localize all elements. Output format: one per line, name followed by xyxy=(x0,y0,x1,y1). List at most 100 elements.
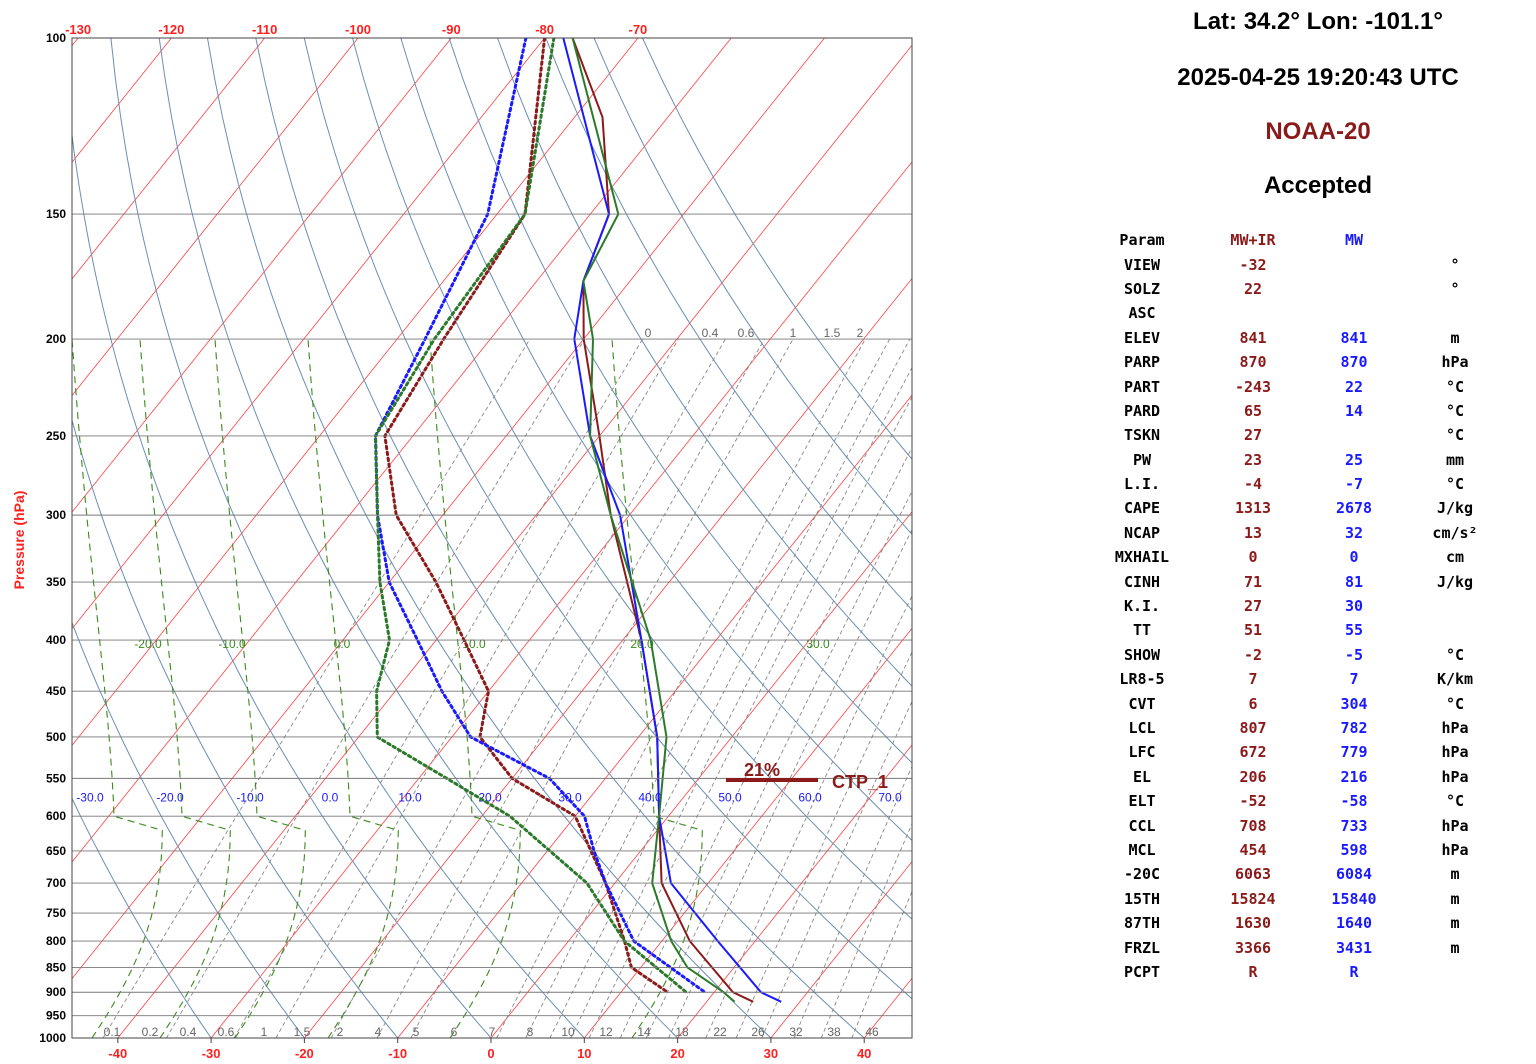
param-unit: m xyxy=(1450,865,1460,884)
parameter-table-header: Param MW+IR MW xyxy=(1100,228,1524,252)
chart-axes: 1001502002503003504004505005506006507007… xyxy=(11,22,913,1061)
top-temp-tick-label: -70 xyxy=(629,22,648,37)
param-unit: °C xyxy=(1445,377,1465,396)
dry-adiabat-line xyxy=(303,38,912,1000)
param-unit: m xyxy=(1450,914,1460,933)
mixing-ratio-label: 1.5 xyxy=(824,326,841,340)
parameter-table: Param MW+IR MW VIEW -32 ° SOLZ 22 ° ASC ELEV 841… xyxy=(1100,228,1524,984)
param-name: ASC xyxy=(1128,304,1156,323)
top-temp-tick-label: -110 xyxy=(252,22,277,37)
table-row: CCL 708 733 hPa xyxy=(1100,813,1524,837)
isotherm-line xyxy=(397,394,912,1038)
dry-adiabat-line xyxy=(497,38,912,687)
plot-frame xyxy=(71,37,913,1039)
param-name: CAPE xyxy=(1123,499,1161,518)
mwir-value: 672 xyxy=(1239,743,1267,762)
isotherm-line xyxy=(72,38,639,747)
mixing-ratio-label: 10 xyxy=(561,1025,575,1039)
param-name: CINH xyxy=(1123,572,1161,591)
param-name: PW xyxy=(1132,450,1152,469)
table-row: LR8-5 7 7 K/km xyxy=(1100,667,1524,691)
mixing-ratio-line xyxy=(570,366,912,1038)
mixing-ratio-label: 0.4 xyxy=(180,1025,197,1039)
isotherm-line xyxy=(304,277,912,1038)
mixing-ratio-label: 4 xyxy=(375,1025,382,1039)
pressure-tick-label: 900 xyxy=(46,985,66,999)
mixing-ratio-label: 2 xyxy=(337,1025,344,1039)
param-name: CCL xyxy=(1128,816,1156,835)
pressure-tick-label: 1000 xyxy=(39,1031,66,1045)
moist-adiabat-line xyxy=(214,338,306,1038)
satellite-name: NOAA-20 xyxy=(1265,118,1371,145)
chart-series xyxy=(373,38,782,1003)
mwir-value: 206 xyxy=(1239,767,1267,786)
mixing-ratio-line xyxy=(645,490,912,1038)
moist-adiabat-line xyxy=(139,338,231,1038)
pressure-tick-label: 350 xyxy=(46,575,66,589)
table-row: TSKN 27 °C xyxy=(1100,423,1524,447)
table-row: EL 206 216 hPa xyxy=(1100,765,1524,789)
moist-adiabat-line xyxy=(307,338,399,1038)
param-name: ELEV xyxy=(1123,328,1161,347)
mixing-ratio-label: 8 xyxy=(527,1025,534,1039)
mw-value: 30 xyxy=(1344,597,1364,616)
param-name: VIEW xyxy=(1123,255,1161,274)
param-unit: J/kg xyxy=(1436,499,1474,518)
param-name: MXHAIL xyxy=(1114,548,1170,567)
mixing-ratio-line xyxy=(735,651,912,1038)
mixing-ratio-label: 18 xyxy=(675,1025,689,1039)
param-unit: hPa xyxy=(1441,816,1469,835)
mw-value: 6084 xyxy=(1335,865,1373,884)
dry-adiabat-line xyxy=(400,38,912,842)
pressure-tick-label: 250 xyxy=(46,429,66,443)
theta-label: 20.0 xyxy=(478,790,502,804)
isotherm-line xyxy=(770,860,912,1038)
mwir-value: 51 xyxy=(1243,621,1263,640)
table-row: LFC 672 779 hPa xyxy=(1100,740,1524,764)
mw-value: 870 xyxy=(1340,353,1368,372)
isotherm-line xyxy=(490,511,912,1038)
mw-value: 733 xyxy=(1340,816,1368,835)
param-unit: m xyxy=(1450,938,1460,957)
mw-value xyxy=(1322,423,1386,447)
isotherm-line xyxy=(583,627,912,1038)
table-row: MCL 454 598 hPa xyxy=(1100,838,1524,862)
pressure-tick-label: 450 xyxy=(46,684,66,698)
dry-adiabat-line xyxy=(352,38,912,920)
mw-value: -7 xyxy=(1344,475,1364,494)
table-row: CINH 71 81 J/kg xyxy=(1100,569,1524,593)
param-name: -20C xyxy=(1123,865,1161,884)
isotherm-line xyxy=(863,977,912,1038)
theta-e-label: 10.0 xyxy=(462,637,486,651)
mixing-ratio-line xyxy=(851,890,912,1038)
table-row: CAPE 1313 2678 J/kg xyxy=(1100,496,1524,520)
temp-tick-label: -10 xyxy=(388,1046,407,1061)
param-name: SHOW xyxy=(1123,645,1161,664)
param-unit: °C xyxy=(1445,401,1465,420)
temp-tick-label: -40 xyxy=(108,1046,127,1061)
temp-tick-label: -20 xyxy=(295,1046,314,1061)
mw-value: 14 xyxy=(1344,401,1364,420)
mixing-ratio-line xyxy=(793,765,912,1038)
mwir-value: 0 xyxy=(1248,548,1258,567)
mixing-ratio-label: 26 xyxy=(751,1025,765,1039)
isotherm-line xyxy=(72,38,825,980)
mixing-ratio-line xyxy=(761,700,912,1038)
theta-e-label: 0.0 xyxy=(334,637,351,651)
header-param: Param xyxy=(1119,231,1165,250)
mixing-ratio-line xyxy=(668,528,912,1038)
moist-adiabat-line xyxy=(429,338,521,1038)
mixing-ratio-label: 0.4 xyxy=(702,326,719,340)
mwir-value xyxy=(1184,301,1322,325)
temp-tick-label: 40 xyxy=(857,1046,871,1061)
table-row: LCL 807 782 hPa xyxy=(1100,716,1524,740)
table-row: SOLZ 22 ° xyxy=(1100,277,1524,301)
mwir-value: 1630 xyxy=(1234,914,1272,933)
mwir-value: -2 xyxy=(1243,645,1263,664)
pressure-tick-label: 400 xyxy=(46,633,66,647)
mwir-value: 65 xyxy=(1243,401,1263,420)
dry-adiabat-line xyxy=(448,38,912,764)
mixing-ratio-label: 5 xyxy=(413,1025,420,1039)
mwir-value: 15824 xyxy=(1230,889,1276,908)
param-name: LR8-5 xyxy=(1119,670,1165,689)
